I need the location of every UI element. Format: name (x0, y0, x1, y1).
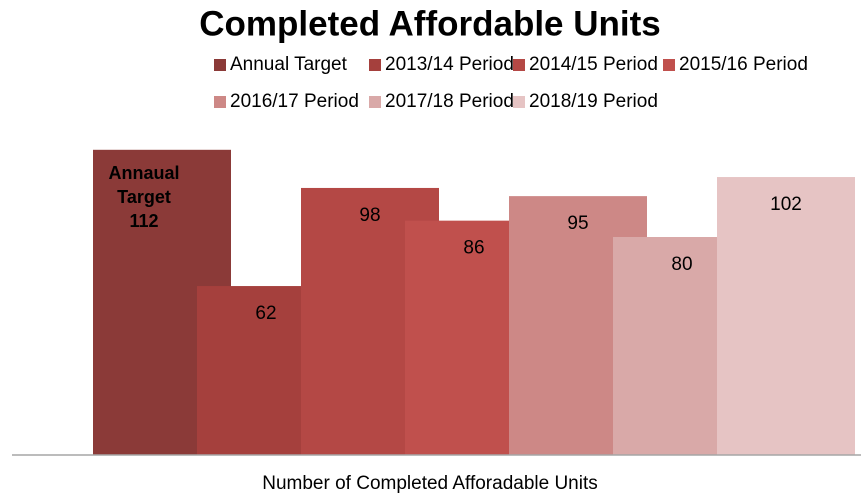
legend-swatch (214, 59, 226, 71)
legend-swatch (214, 96, 226, 108)
legend-label: 2015/16 Period (679, 54, 808, 75)
data-label: 95 (567, 213, 588, 234)
legend-swatch (663, 59, 675, 71)
legend-label: 2014/15 Period (529, 54, 658, 75)
data-label: 86 (463, 238, 484, 259)
x-axis-title: Number of Completed Afforadable Units (262, 473, 598, 494)
legend-swatch (513, 59, 525, 71)
data-label: 102 (770, 194, 802, 215)
legend-label: 2013/14 Period (385, 54, 514, 75)
legend-label: 2016/17 Period (230, 91, 359, 112)
chart-title: Completed Affordable Units (199, 4, 661, 43)
legend-swatch (513, 96, 525, 108)
data-label: 62 (255, 303, 276, 324)
data-label: Annaual Target 112 (108, 163, 179, 231)
data-label: 80 (671, 254, 692, 275)
legend-label: 2017/18 Period (385, 91, 514, 112)
data-label: 98 (359, 205, 380, 226)
legend-label: 2018/19 Period (529, 91, 658, 112)
bar (717, 177, 855, 456)
legend-label: Annual Target (230, 54, 348, 75)
legend-swatch (369, 59, 381, 71)
legend-swatch (369, 96, 381, 108)
